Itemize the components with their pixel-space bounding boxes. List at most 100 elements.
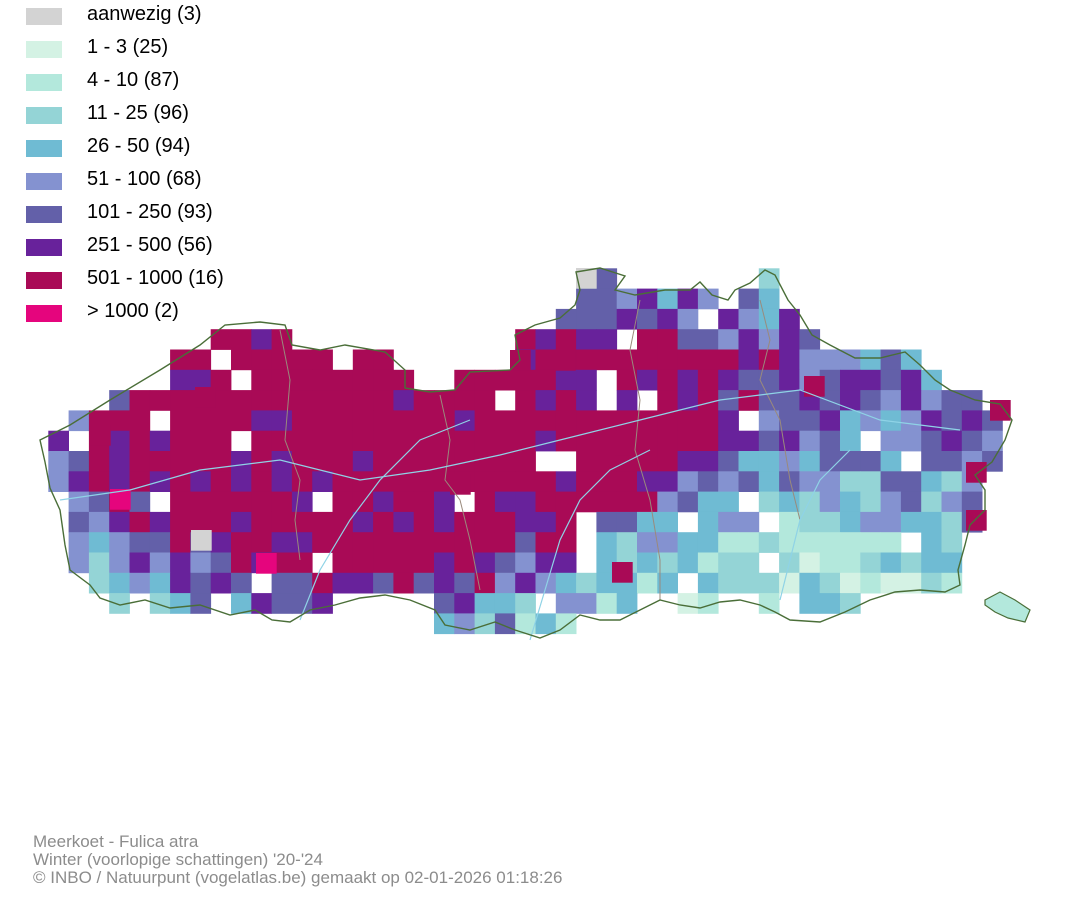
grid-cell — [393, 491, 415, 513]
grid-cell — [880, 491, 902, 513]
grid-cell — [373, 369, 394, 391]
grid-cell — [758, 430, 780, 452]
grid-cell — [555, 329, 577, 350]
grid-cell — [68, 552, 90, 574]
grid-cell — [251, 593, 272, 614]
legend-label: 11 - 25 (96) — [87, 102, 189, 124]
grid-cell — [190, 593, 212, 614]
grid-cell — [149, 390, 171, 411]
grid-cell — [576, 430, 597, 452]
grid-cell — [271, 410, 293, 432]
grid-cell — [718, 308, 739, 330]
grid-cell — [738, 369, 760, 391]
grid-cell — [109, 390, 130, 411]
grid-cell — [68, 471, 90, 492]
grid-cell — [718, 511, 739, 533]
grid-cell — [312, 593, 333, 614]
grid-cell — [779, 329, 800, 350]
grid-cell — [804, 376, 825, 397]
grid-cell — [758, 593, 780, 614]
grid-cell — [393, 451, 415, 472]
grid-cell — [596, 430, 618, 452]
grid-cell — [352, 511, 374, 533]
grid-cell — [231, 491, 252, 513]
grid-cell — [576, 369, 597, 391]
grid-cell — [921, 511, 942, 533]
grid-cell — [373, 552, 394, 574]
grid-cell — [535, 329, 557, 350]
grid-cell — [48, 471, 69, 492]
legend-label: 4 - 10 (87) — [87, 69, 180, 91]
grid-cell — [454, 451, 475, 472]
grid-cell — [697, 572, 719, 594]
grid-cell — [738, 471, 760, 492]
grid-cell — [195, 387, 216, 408]
grid-cell — [149, 511, 171, 533]
grid-cell — [738, 329, 760, 350]
grid-cell — [697, 552, 719, 574]
grid-cell — [170, 369, 191, 391]
grid-cell — [393, 410, 415, 432]
grid-cell — [190, 511, 212, 533]
grid-cell — [231, 593, 252, 614]
grid-cell — [291, 410, 313, 432]
grid-cell — [170, 511, 191, 533]
grid-cell — [515, 552, 536, 574]
grid-cell — [535, 613, 557, 635]
grid-cell — [576, 308, 597, 330]
grid-cell — [657, 288, 678, 310]
grid-cell — [718, 552, 739, 574]
grid-cell — [966, 510, 987, 531]
grid-cell — [637, 552, 658, 574]
grid-cell — [515, 593, 536, 614]
grid-cell — [271, 471, 293, 492]
grid-cell — [109, 471, 130, 492]
grid-cell — [860, 532, 881, 553]
grid-cell — [251, 511, 272, 533]
grid-cell — [68, 491, 90, 513]
grid-cell — [677, 451, 699, 472]
grid-cell — [576, 572, 597, 594]
legend-label: 251 - 500 (56) — [87, 234, 213, 256]
grid-cell — [840, 369, 861, 391]
grid-cell — [900, 410, 922, 432]
grid-cell — [231, 349, 252, 371]
legend-item: aanwezig (3) — [26, 3, 346, 26]
grid-cell — [515, 532, 536, 553]
grid-cell — [190, 491, 212, 513]
grid-cell — [88, 491, 110, 513]
legend-item: 11 - 25 (96) — [26, 102, 346, 125]
grid-cell — [109, 552, 130, 574]
grid-cell — [352, 552, 374, 574]
grid-cell — [799, 532, 821, 553]
grid-cell — [758, 349, 780, 371]
grid-cell — [190, 410, 212, 432]
grid-cell — [48, 430, 69, 452]
river-line — [59, 389, 961, 501]
grid-cell — [231, 572, 252, 594]
grid-cell — [555, 350, 576, 371]
grid-cell — [900, 511, 922, 533]
grid-cell — [819, 430, 841, 452]
grid-cell — [555, 552, 577, 574]
grid-cell — [576, 471, 597, 492]
grid-cell — [454, 552, 475, 574]
grid-cell — [413, 552, 435, 574]
grid-cell — [474, 511, 496, 533]
grid-cell — [312, 410, 333, 432]
grid-cell — [190, 451, 212, 472]
grid-cell — [474, 410, 496, 432]
grid-cell — [332, 410, 354, 432]
grid-cell — [129, 451, 151, 472]
grid-cell — [191, 530, 212, 551]
grid-cell — [596, 268, 618, 289]
grid-cell — [332, 552, 354, 574]
grid-cell — [677, 491, 699, 513]
grid-cell — [819, 572, 841, 594]
grid-cell — [637, 430, 658, 452]
grid-cell — [434, 430, 455, 452]
grid-cell — [494, 511, 516, 533]
grid-cell — [657, 430, 678, 452]
grid-cell — [129, 511, 151, 533]
grid-cell — [799, 552, 821, 574]
